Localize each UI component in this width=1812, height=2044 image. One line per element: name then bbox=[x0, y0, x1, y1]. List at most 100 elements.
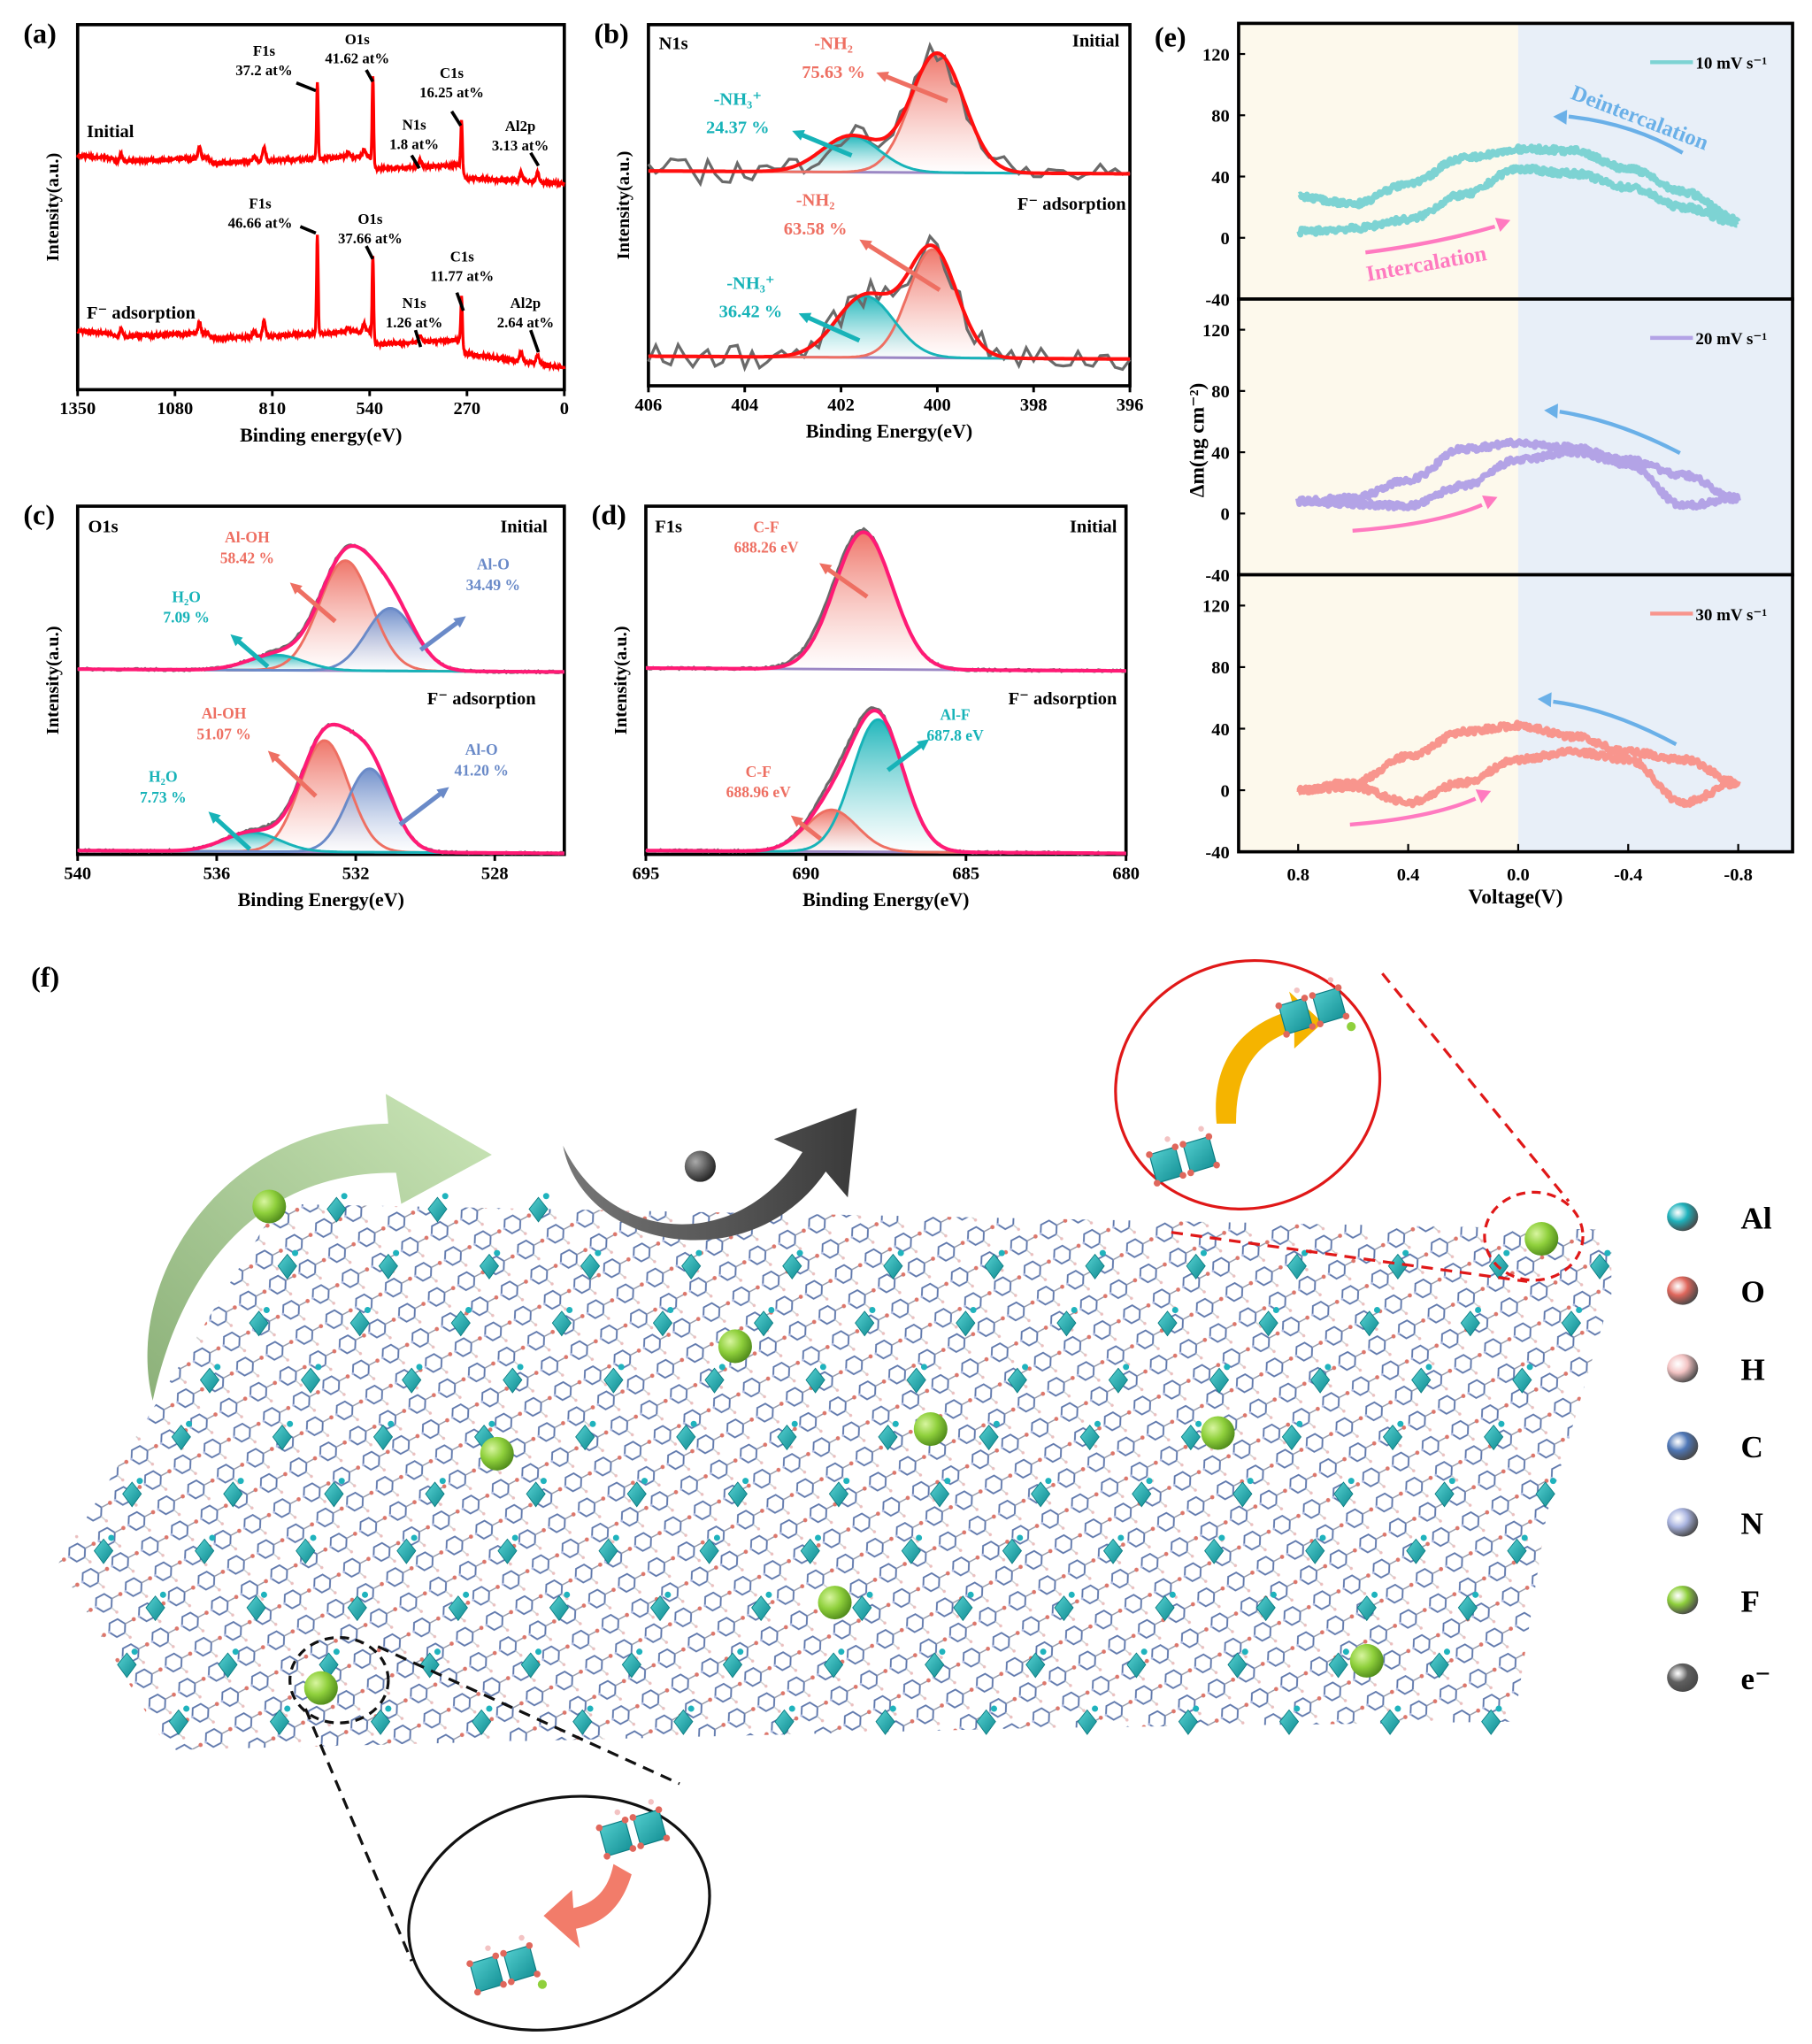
al-atom bbox=[1241, 1648, 1248, 1656]
al-atom bbox=[768, 1306, 775, 1313]
al-tetrahedron bbox=[122, 1481, 142, 1508]
component-value: 688.26 eV bbox=[733, 539, 798, 557]
al-atom bbox=[1495, 1705, 1502, 1712]
al-atom bbox=[1146, 1478, 1153, 1485]
al-atom bbox=[333, 1648, 340, 1656]
peak-label: F1s bbox=[253, 42, 276, 59]
al-tetrahedra bbox=[93, 1193, 1611, 1735]
al-tetrahedron bbox=[1232, 1481, 1253, 1508]
fluoride-ion-sphere bbox=[1201, 1416, 1235, 1450]
al-atom bbox=[998, 1249, 1005, 1256]
component-arrow-icon-head bbox=[818, 563, 833, 575]
component-arrow-icon bbox=[235, 638, 270, 669]
al-atom bbox=[441, 1193, 449, 1200]
component-arrow-icon bbox=[825, 566, 869, 599]
al-tetrahedron bbox=[272, 1424, 292, 1451]
y-tick-label: -40 bbox=[1205, 290, 1229, 310]
al-atom bbox=[788, 1705, 795, 1712]
al-atom bbox=[920, 1364, 927, 1371]
al-tetrahedron bbox=[979, 1424, 999, 1451]
o-atom bbox=[629, 1814, 637, 1821]
al-tetrahedron bbox=[1328, 1652, 1348, 1679]
y-tick-label: 0 bbox=[1220, 505, 1229, 525]
o-atom bbox=[603, 1853, 610, 1860]
al-atom bbox=[1117, 1534, 1125, 1541]
y-tick-label: 0 bbox=[1220, 229, 1229, 249]
al-atom bbox=[310, 1534, 317, 1541]
al-tetrahedron bbox=[1031, 1481, 1051, 1508]
al-atom bbox=[439, 1478, 446, 1485]
al-tetrahedron bbox=[218, 1652, 238, 1679]
al-tetrahedron bbox=[1278, 1709, 1300, 1735]
legend-element-label: e⁻ bbox=[1741, 1662, 1771, 1696]
schematic-panel-f: (f) Al O H C N Fe⁻ bbox=[31, 958, 1772, 2032]
o-atom bbox=[1146, 1151, 1153, 1158]
al-tetrahedron bbox=[1155, 1595, 1175, 1622]
al-tetrahedron bbox=[503, 1367, 523, 1394]
component-value: 36.42 % bbox=[719, 302, 783, 321]
peak-label: O1s bbox=[357, 211, 382, 227]
al-tetrahedron bbox=[649, 1595, 671, 1622]
component-label: Al-O bbox=[465, 741, 498, 758]
o-atom bbox=[1334, 984, 1342, 992]
legend-sphere bbox=[1667, 1203, 1699, 1232]
electron-sphere bbox=[684, 1150, 716, 1182]
al-atom bbox=[393, 1249, 400, 1256]
grey-curved-arrow-icon bbox=[563, 1108, 857, 1241]
al-tetrahedron bbox=[1108, 1367, 1128, 1394]
al-atom bbox=[690, 1420, 697, 1427]
o-atom bbox=[1317, 1020, 1324, 1027]
negative-voltage-region bbox=[1517, 23, 1793, 299]
al-tetrahedron bbox=[1359, 1310, 1379, 1337]
al-atom bbox=[765, 1591, 772, 1598]
zoom-ellipse-initial bbox=[407, 1794, 711, 2032]
component-arrow-icon bbox=[213, 816, 252, 851]
peak-label: N1s bbox=[403, 116, 427, 133]
legend-sphere bbox=[1667, 1663, 1699, 1693]
al-atom bbox=[1071, 1306, 1078, 1313]
intercalation-arrow-icon-head bbox=[1482, 496, 1498, 510]
fluoride-ion-sphere bbox=[303, 1671, 338, 1705]
al-tetrahedron bbox=[1056, 1310, 1077, 1337]
x-tick-label: 695 bbox=[633, 864, 660, 883]
component-arrow-icon-head bbox=[230, 634, 243, 647]
al-tetrahedron bbox=[296, 1538, 316, 1564]
component-arrow-icon-head bbox=[798, 312, 812, 324]
component-arrow-icon-head bbox=[916, 739, 930, 751]
component-label: H₂O bbox=[149, 768, 178, 786]
al-atom bbox=[1022, 1364, 1029, 1371]
component-label: Al-OH bbox=[202, 704, 247, 722]
fitted-envelope bbox=[648, 50, 1131, 176]
intercalation-arrow-icon bbox=[1349, 796, 1477, 827]
legend-sphere bbox=[1667, 1508, 1699, 1537]
x-axis-label: Voltage(V) bbox=[1469, 886, 1563, 909]
x-axis-label: Binding Energy(eV) bbox=[806, 420, 972, 442]
positive-voltage-region bbox=[1238, 574, 1518, 852]
component-label: Al-OH bbox=[225, 528, 270, 546]
mass-change-curve bbox=[1295, 446, 1740, 511]
component-peak-area bbox=[77, 560, 564, 672]
al-atom bbox=[488, 1420, 495, 1427]
deintercalation-arrow-icon-head bbox=[1537, 692, 1552, 708]
al-atom bbox=[1604, 1249, 1611, 1256]
x-tick-label: 0.0 bbox=[1507, 865, 1530, 885]
h-atom bbox=[1327, 977, 1334, 983]
al-tetrahedron bbox=[1561, 1310, 1581, 1337]
panel-letter-a: (a) bbox=[23, 17, 57, 49]
al-atom bbox=[186, 1420, 193, 1427]
fluoride-ion-sphere bbox=[480, 1436, 514, 1471]
al-atom bbox=[1272, 1306, 1279, 1313]
mof-lattice bbox=[58, 1203, 1612, 1750]
o-atom bbox=[621, 1817, 629, 1824]
fitted-envelope bbox=[77, 722, 564, 856]
x-axis-label: Binding energy(eV) bbox=[240, 424, 402, 446]
al-atom bbox=[1448, 1478, 1455, 1485]
component-peak-area bbox=[645, 532, 1126, 672]
al-tetrahedron bbox=[1054, 1595, 1074, 1622]
x-tick-label: 0.4 bbox=[1397, 865, 1420, 885]
al-atom bbox=[416, 1364, 423, 1371]
y-tick-label: -40 bbox=[1205, 566, 1229, 586]
al-tetrahedron bbox=[953, 1595, 973, 1622]
component-arrow-icon-head bbox=[208, 811, 221, 824]
al-atom bbox=[796, 1249, 803, 1256]
